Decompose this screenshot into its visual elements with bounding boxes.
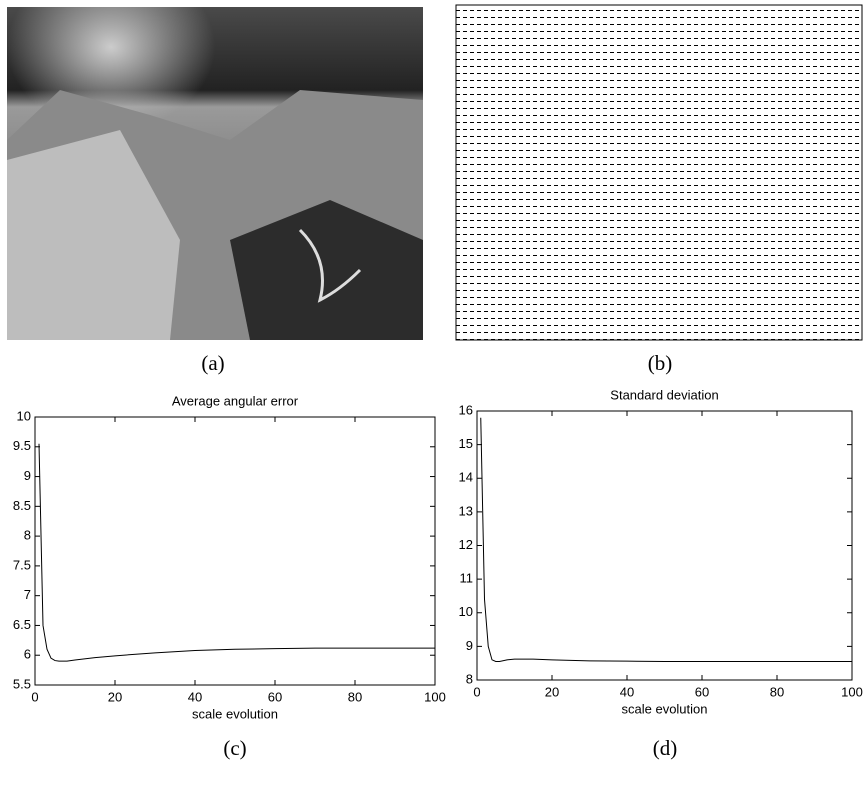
- y-tick-label: 15: [459, 436, 473, 451]
- y-tick-label: 10: [459, 604, 473, 619]
- y-tick-label: 9: [466, 638, 473, 653]
- x-tick-label: 20: [108, 689, 122, 704]
- line: [38, 443, 435, 662]
- y-tick-label: 13: [459, 503, 473, 518]
- y-tick-label: 8.5: [13, 498, 31, 513]
- y-tick-label: 8: [466, 671, 473, 686]
- y-tick-label: 8: [24, 528, 31, 543]
- y-tick-label: 6.5: [13, 617, 31, 632]
- x-tick-label: 60: [695, 684, 709, 699]
- y-tick-label: 9.5: [13, 438, 31, 453]
- plot-frame: [34, 416, 436, 686]
- caption: (d): [653, 736, 678, 760]
- y-tick-label: 12: [459, 537, 473, 552]
- x-tick-label: 60: [268, 689, 282, 704]
- caption: (c): [223, 736, 246, 760]
- x-tick-label: 40: [620, 684, 634, 699]
- flow-field-image: [455, 4, 863, 341]
- y-tick-label: 16: [459, 402, 473, 417]
- y-tick-label: 7: [24, 587, 31, 602]
- x-axis-label: scale evolution: [622, 701, 708, 716]
- y-tick-label: 5.5: [13, 676, 31, 691]
- y-tick-label: 14: [459, 470, 473, 485]
- caption: (a): [201, 351, 224, 375]
- y-tick-label: 10: [17, 408, 31, 423]
- x-tick-label: 80: [348, 689, 362, 704]
- x-tick-label: 0: [473, 684, 480, 699]
- plot-frame: [476, 410, 853, 681]
- x-tick-label: 20: [545, 684, 559, 699]
- y-tick-label: 9: [24, 468, 31, 483]
- y-tick-label: 7.5: [13, 557, 31, 572]
- chart-title: Average angular error: [172, 393, 299, 408]
- x-tick-label: 100: [424, 689, 446, 704]
- x-tick-label: 40: [188, 689, 202, 704]
- x-tick-label: 100: [841, 684, 863, 699]
- chart-title: Standard deviation: [610, 387, 718, 402]
- line: [480, 417, 852, 663]
- x-axis-label: scale evolution: [192, 706, 278, 721]
- caption: (b): [648, 351, 673, 375]
- x-tick-label: 0: [31, 689, 38, 704]
- terrain-image: [7, 7, 423, 340]
- x-tick-label: 80: [770, 684, 784, 699]
- y-tick-label: 11: [460, 571, 474, 586]
- y-tick-label: 6: [24, 647, 31, 662]
